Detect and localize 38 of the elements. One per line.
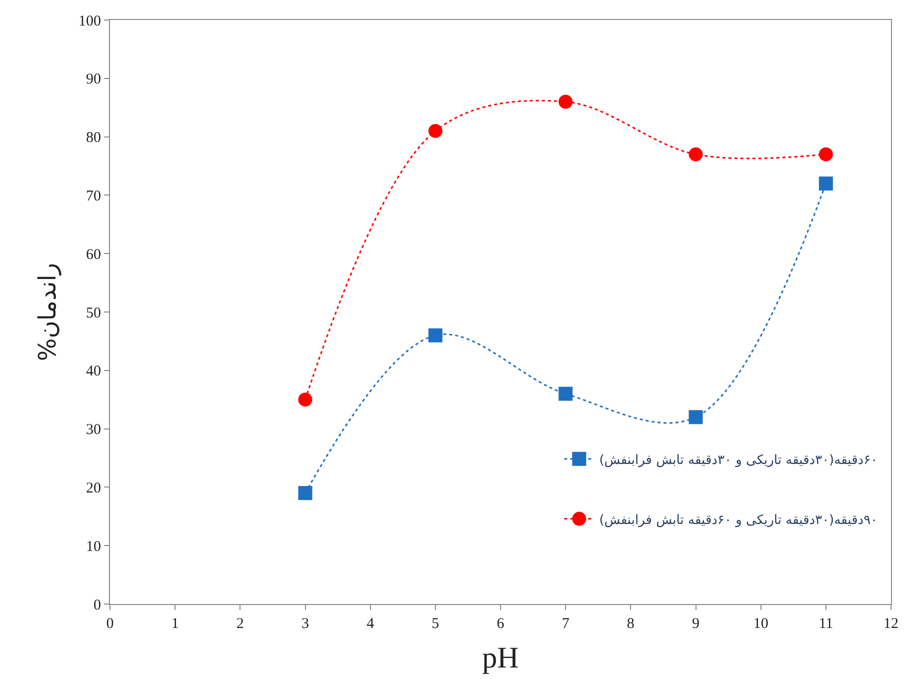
point	[298, 392, 312, 407]
y-tick-label: 0	[94, 597, 101, 614]
x-tick-label: 8	[626, 616, 634, 632]
y-tick-label: 70	[86, 188, 101, 204]
x-tick-label: 9	[692, 616, 700, 632]
x-tick-label: 11	[818, 616, 834, 632]
y-axis-title: راندمان%	[34, 262, 62, 362]
x-tick-label: 0	[106, 616, 114, 632]
x-tick-label: 10	[753, 616, 768, 632]
x-tick-label: 6	[496, 616, 505, 632]
y-tick-label: 30	[86, 422, 101, 438]
y-tick-label: 60	[86, 246, 101, 263]
point	[688, 147, 703, 162]
x-tick-label: 4	[366, 616, 375, 632]
x-tick-label: 3	[302, 616, 309, 632]
y-tick-label: 10	[86, 538, 101, 555]
x-tick-label: 5	[432, 616, 440, 632]
legend-label: ۹۰دقیقه(۳۰دقیقه تاریکی و ۶۰دقیقه تابش فرابنفش)	[599, 512, 878, 528]
x-tick-label: 1	[171, 616, 179, 632]
x-tick-label: 2	[236, 616, 244, 632]
y-tick-label: 100	[78, 13, 101, 30]
point	[558, 386, 573, 401]
x-tick-label: 12	[884, 616, 898, 632]
y-tick-label: 50	[86, 305, 101, 322]
point	[298, 486, 312, 500]
y-tick-label: 20	[86, 480, 101, 496]
point	[818, 176, 833, 191]
point	[428, 328, 442, 342]
y-tick-label: 80	[86, 130, 101, 146]
x-axis-title: pH	[482, 642, 519, 674]
point	[558, 94, 573, 109]
y-tick-label: 90	[86, 72, 101, 88]
point	[428, 124, 442, 138]
x-tick-label: 7	[562, 616, 570, 632]
y-tick-label: 40	[86, 364, 101, 380]
point	[688, 410, 703, 424]
legend-label: ۶۰دقیقه(۳۰دقیقه تاریکی و ۳۰دقیقه تابش فرابنفش)	[599, 452, 878, 468]
point	[818, 147, 833, 162]
